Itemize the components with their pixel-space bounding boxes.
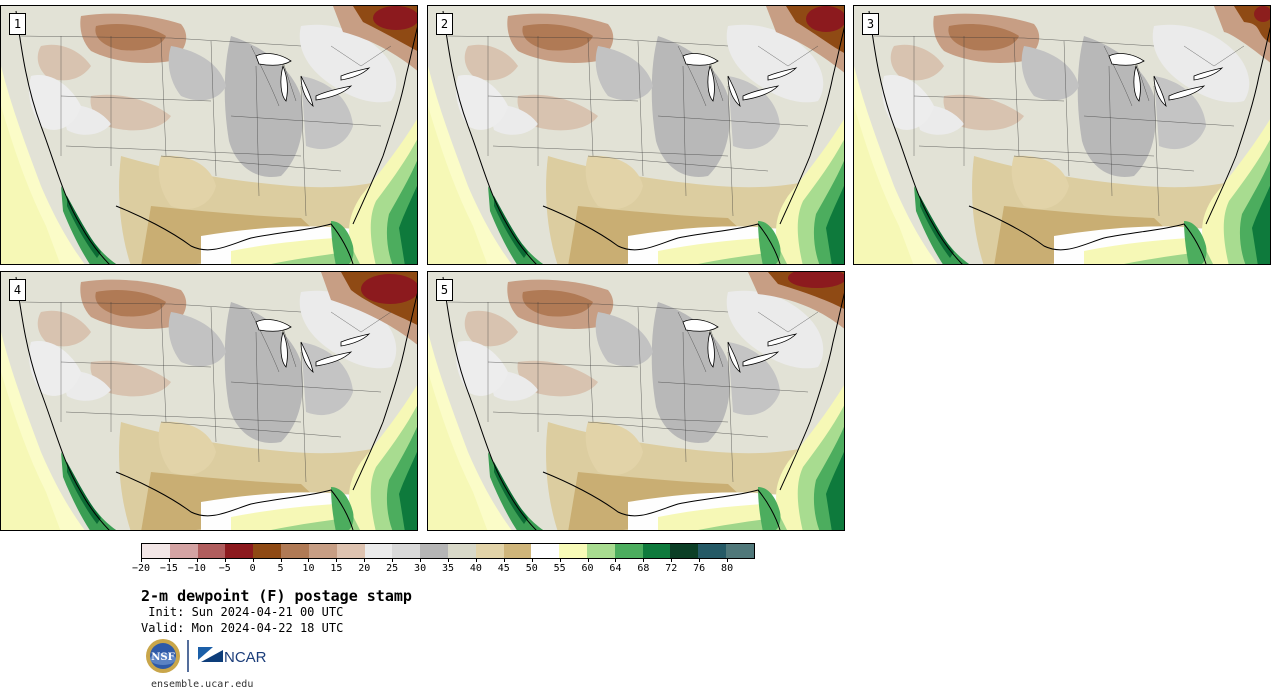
colorbar-tick [475, 558, 477, 562]
map-panel-3: 3 [853, 5, 1271, 265]
colorbar-tick-label: 80 [721, 563, 734, 574]
colorbar-tick [448, 558, 449, 562]
colorbar-tick-label: 10 [302, 563, 315, 574]
colorbar-tick-label: 15 [330, 563, 343, 574]
colorbar-tick-label: 68 [637, 563, 650, 574]
colorbar-swatch [142, 544, 170, 558]
colorbar-swatch [726, 544, 754, 558]
colorbar-swatch [587, 544, 615, 558]
colorbar-tick-label: 5 [277, 563, 284, 574]
panel-number: 1 [9, 13, 26, 35]
colorbar-tick [168, 558, 170, 562]
colorbar-swatch [420, 544, 448, 558]
colorbar-tick [196, 558, 198, 562]
panel-number: 3 [862, 13, 879, 35]
colorbar-tick [252, 558, 254, 562]
colorbar-tick-label: 64 [609, 563, 622, 574]
colorbar-swatch [614, 544, 643, 558]
panel-number: 5 [436, 279, 453, 301]
colorbar-tick-label: 20 [358, 563, 371, 574]
colorbar-swatch [281, 544, 309, 558]
colorbar-tick [643, 558, 645, 562]
map-panel-1: 1 [0, 5, 418, 265]
colorbar-swatch [364, 544, 393, 558]
colorbar-swatch [225, 544, 254, 558]
colorbar-tick-label: 60 [581, 563, 594, 574]
colorbar-tick-label: 55 [553, 563, 566, 574]
colorbar-swatch [559, 544, 587, 558]
colorbar-tick-label: −10 [187, 563, 206, 574]
logos: NSF NCAR [146, 639, 267, 673]
colorbar-tick [141, 558, 142, 562]
map-graphic [1, 6, 417, 264]
colorbar-tick-label: 45 [497, 563, 510, 574]
nsf-logo-icon: NSF [146, 639, 180, 673]
colorbar-tick [503, 558, 505, 562]
colorbar-tick-label: 72 [665, 563, 678, 574]
colorbar-tick [420, 558, 422, 562]
colorbar-tick [727, 558, 729, 562]
colorbar-swatch [475, 544, 504, 558]
map-panel-2: 2 [427, 5, 845, 265]
map-panel-4: 4 [0, 271, 418, 531]
colorbar-tick [699, 558, 701, 562]
ncar-logo-text: NCAR [224, 649, 267, 666]
figure-title: 2-m dewpoint (F) postage stamp [141, 587, 412, 605]
colorbar [141, 543, 755, 559]
colorbar-tick-label: 35 [441, 563, 455, 574]
map-graphic [428, 272, 844, 530]
colorbar-tick [559, 558, 561, 562]
colorbar-tick [336, 558, 338, 562]
colorbar-tick-label: 30 [414, 563, 427, 574]
colorbar-swatch [447, 544, 476, 558]
colorbar-swatch [336, 544, 365, 558]
colorbar-swatch [642, 544, 671, 558]
colorbar-tick [531, 558, 533, 562]
colorbar-tick-label: 25 [386, 563, 399, 574]
colorbar-swatch [253, 544, 282, 558]
colorbar-swatch [308, 544, 337, 558]
colorbar-swatch [503, 544, 532, 558]
map-graphic [854, 6, 1270, 264]
map-panel-5: 5 [427, 271, 845, 531]
colorbar-tick [224, 558, 226, 562]
colorbar-tick [308, 558, 310, 562]
panel-number: 2 [436, 13, 453, 35]
ncar-logo-icon: NCAR [198, 646, 267, 666]
colorbar-tick [615, 558, 617, 562]
colorbar-tick [587, 558, 589, 562]
colorbar-ticks: −20 −15 −10 −5 0 5 10 15 20 25 30 35 40 45 50 55 60 64 68 7… [132, 558, 755, 582]
colorbar-tick [364, 558, 366, 562]
colorbar-swatch [531, 544, 560, 558]
colorbar-swatch [392, 544, 421, 558]
init-time: Init: Sun 2024-04-21 00 UTC [141, 605, 344, 619]
valid-time: Valid: Mon 2024-04-22 18 UTC [141, 621, 344, 635]
site-url: ensemble.ucar.edu [151, 679, 254, 690]
nsf-logo-text: NSF [151, 652, 174, 663]
colorbar-tick-label: 50 [525, 563, 538, 574]
colorbar-swatch [698, 544, 727, 558]
colorbar-tick-label: −20 [131, 563, 151, 574]
colorbar-swatch [197, 544, 226, 558]
colorbar-tick-label: 0 [249, 563, 256, 574]
map-graphic [1, 272, 417, 530]
colorbar-tick-label: 40 [469, 563, 482, 574]
colorbar-tick-label: −15 [159, 563, 178, 574]
colorbar-tick-label: −5 [218, 563, 231, 574]
colorbar-tick-label: 76 [693, 563, 706, 574]
map-graphic [428, 6, 844, 264]
colorbar-swatch [670, 544, 699, 558]
colorbar-tick [392, 558, 394, 562]
colorbar-tick [280, 558, 282, 562]
colorbar-tick [671, 558, 673, 562]
panel-number: 4 [9, 279, 26, 301]
colorbar-swatch [169, 544, 198, 558]
